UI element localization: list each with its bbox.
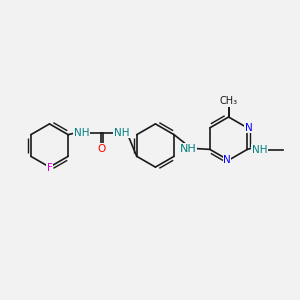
Text: CH₃: CH₃ xyxy=(220,96,238,106)
Text: NH: NH xyxy=(180,143,197,154)
Text: N: N xyxy=(223,155,231,165)
Text: NH: NH xyxy=(252,145,267,155)
Text: NH: NH xyxy=(74,128,89,138)
Text: O: O xyxy=(97,143,106,154)
Text: F: F xyxy=(46,163,52,173)
Text: N: N xyxy=(245,123,253,133)
Text: NH: NH xyxy=(114,128,129,138)
